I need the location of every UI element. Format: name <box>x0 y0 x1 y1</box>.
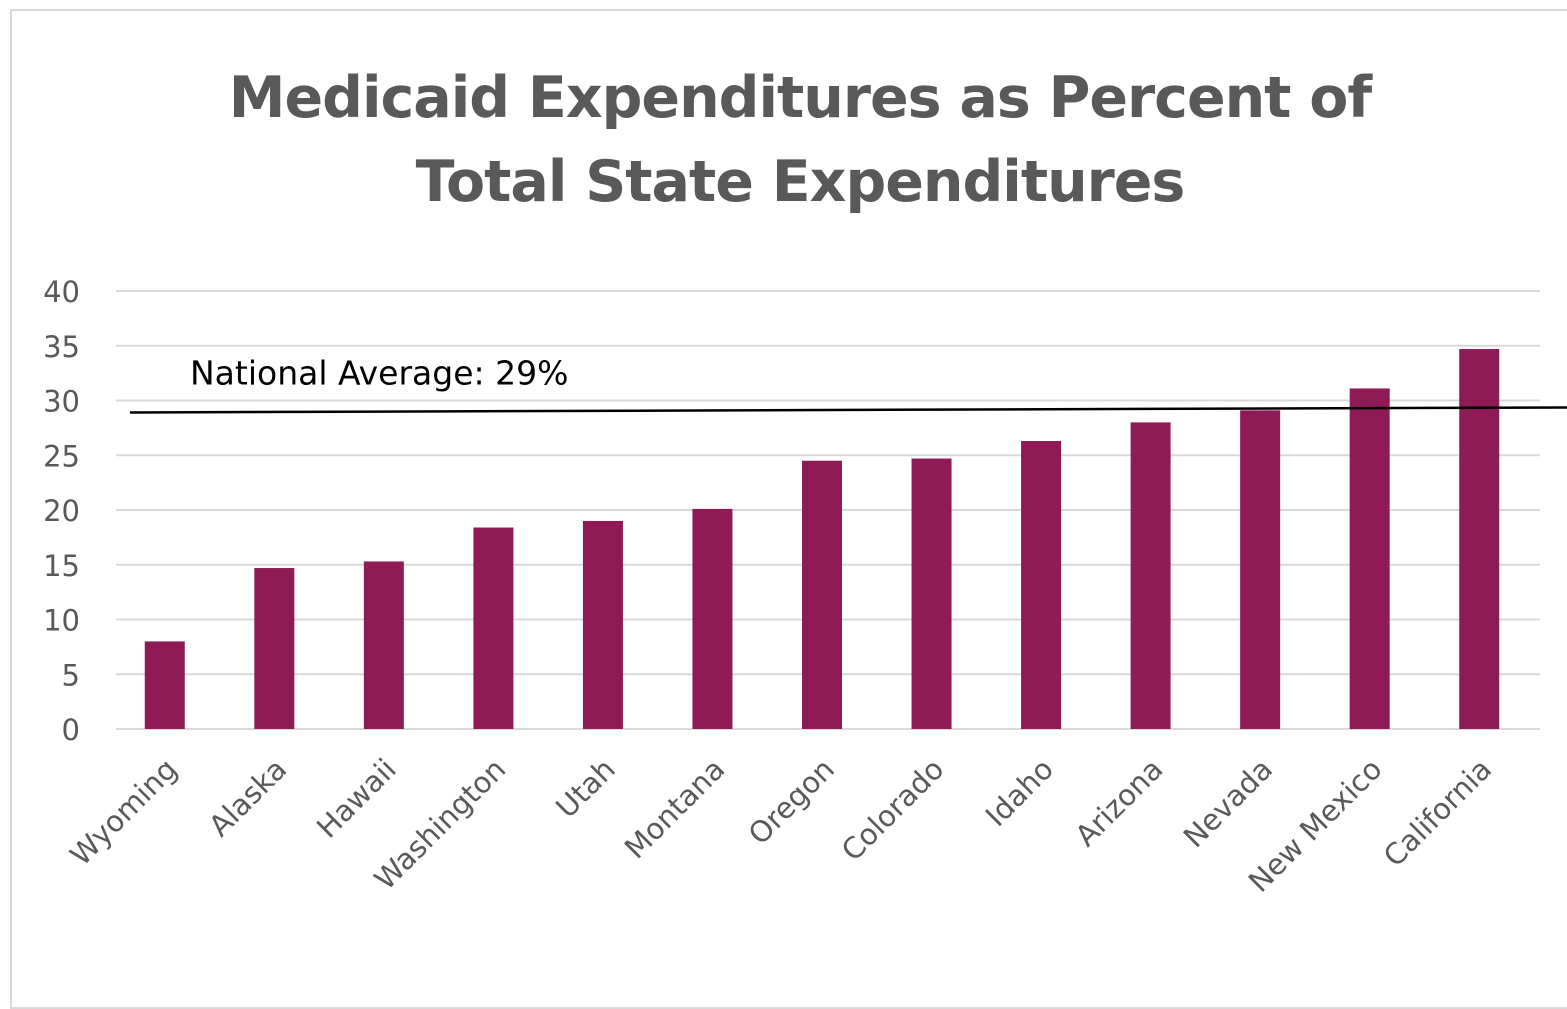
bar <box>1021 441 1062 729</box>
chart-title-line-2: Total State Expenditures <box>415 149 1186 215</box>
y-tick-label: 40 <box>43 275 80 309</box>
x-tick-label: Colorado <box>835 752 951 868</box>
bar <box>1459 349 1500 729</box>
x-tick-label: Arizona <box>1068 752 1169 853</box>
x-tick-label: Wyoming <box>63 752 183 872</box>
y-tick-label: 30 <box>43 385 80 419</box>
chart-title-line-1: Medicaid Expenditures as Percent of <box>228 65 1372 131</box>
bar <box>1349 388 1390 729</box>
x-tick-label: Nevada <box>1177 752 1279 854</box>
bar <box>692 508 733 729</box>
x-tick-label: Idaho <box>979 752 1060 833</box>
x-tick-label: California <box>1377 752 1498 873</box>
y-tick-label: 10 <box>43 604 80 638</box>
chart-title: Medicaid Expenditures as Percent of Tota… <box>0 56 1567 224</box>
x-tick-label: Montana <box>618 752 731 865</box>
y-tick-label: 5 <box>62 658 80 692</box>
x-tick-label: Alaska <box>202 752 293 843</box>
y-tick-label: 15 <box>43 549 80 583</box>
national-average-label: National Average: 29% <box>190 353 568 392</box>
y-tick-labels: 0 5 10 15 20 25 30 35 40 <box>43 275 80 747</box>
bar-chart: 0 5 10 15 20 25 30 35 40 Wyoming Alaska HawaiiWash… <box>43 275 1567 899</box>
y-tick-label: 25 <box>43 439 80 473</box>
national-average-line <box>129 406 1567 414</box>
x-tick-label: Utah <box>549 752 622 825</box>
x-tick-label: Oregon <box>742 752 841 851</box>
bars <box>144 349 1500 729</box>
bar <box>363 561 404 729</box>
bar <box>1240 410 1281 729</box>
x-tick-label: Hawaii <box>310 752 403 845</box>
y-tick-label: 0 <box>62 713 80 747</box>
bar <box>254 568 295 729</box>
bar <box>144 641 185 729</box>
bar <box>1130 422 1171 729</box>
bar <box>582 520 623 729</box>
y-tick-label: 35 <box>43 330 80 364</box>
y-tick-label: 20 <box>43 494 80 528</box>
bar <box>473 527 514 729</box>
bar <box>802 460 842 729</box>
bar <box>911 458 952 729</box>
